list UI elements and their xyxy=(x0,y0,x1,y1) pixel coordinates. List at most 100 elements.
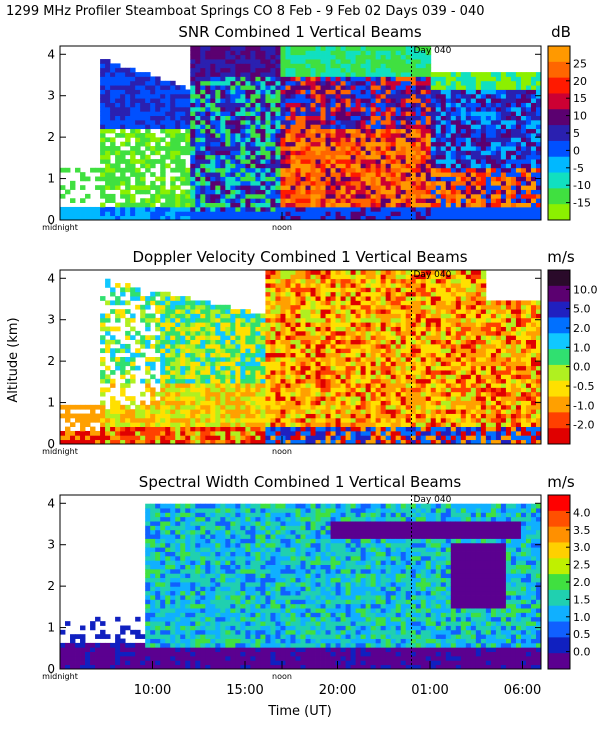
heatmap-cell xyxy=(140,418,145,423)
heatmap-cell xyxy=(376,103,381,108)
heatmap-cell xyxy=(215,207,220,212)
heatmap-cell xyxy=(135,81,140,86)
heatmap-cell xyxy=(371,181,376,186)
heatmap-cell xyxy=(456,181,461,186)
heatmap-cell xyxy=(311,287,316,292)
heatmap-cell xyxy=(230,111,235,116)
heatmap-cell xyxy=(356,150,361,155)
heatmap-cell xyxy=(225,168,230,173)
heatmap-cell xyxy=(466,107,471,112)
heatmap-cell xyxy=(190,207,195,212)
heatmap-cell xyxy=(431,111,436,116)
heatmap-cell xyxy=(501,72,506,77)
heatmap-cell xyxy=(321,431,326,436)
heatmap-cell xyxy=(275,98,280,103)
heatmap-cell xyxy=(275,348,280,353)
heatmap-cell xyxy=(105,159,110,164)
heatmap-cell xyxy=(130,418,135,423)
heatmap-cell xyxy=(240,427,245,432)
heatmap-cell xyxy=(285,76,290,81)
heatmap-cell xyxy=(220,405,225,410)
colorbar-swatch xyxy=(548,109,570,125)
heatmap-cell xyxy=(496,211,501,216)
heatmap-cell xyxy=(120,94,125,99)
heatmap-cell xyxy=(245,348,250,353)
heatmap-cell xyxy=(436,146,441,151)
heatmap-cell xyxy=(311,322,316,327)
heatmap-cell xyxy=(311,431,316,436)
heatmap-cell xyxy=(316,383,321,388)
heatmap-cell xyxy=(205,374,210,379)
heatmap-cell xyxy=(426,63,431,68)
heatmap-cell xyxy=(175,305,180,310)
heatmap-cell xyxy=(381,98,386,103)
heatmap-cell xyxy=(165,379,170,384)
heatmap-cell xyxy=(270,129,275,134)
heatmap-cell xyxy=(295,300,300,305)
heatmap-cell xyxy=(230,379,235,384)
heatmap-cell xyxy=(205,401,210,406)
heatmap-cell xyxy=(506,90,511,95)
heatmap-cell xyxy=(200,177,205,182)
heatmap-cell xyxy=(481,116,486,121)
heatmap-cell xyxy=(275,103,280,108)
heatmap-cell xyxy=(341,340,346,345)
heatmap-cell xyxy=(200,340,205,345)
heatmap-cell xyxy=(165,387,170,392)
heatmap-cell xyxy=(431,81,436,86)
heatmap-cell xyxy=(446,142,451,147)
heatmap-cell xyxy=(265,318,270,323)
heatmap-cell xyxy=(396,94,401,99)
heatmap-cell xyxy=(160,340,165,345)
heatmap-cell xyxy=(285,155,290,160)
heatmap-cell xyxy=(361,137,366,142)
heatmap-cell xyxy=(336,427,341,432)
heatmap-cell xyxy=(516,142,521,147)
heatmap-cell xyxy=(471,155,476,160)
heatmap-cell xyxy=(456,85,461,90)
heatmap-cell xyxy=(195,155,200,160)
heatmap-cell xyxy=(336,203,341,208)
heatmap-cell xyxy=(306,111,311,116)
heatmap-cell xyxy=(200,98,205,103)
heatmap-cell xyxy=(316,120,321,125)
heatmap-cell xyxy=(135,203,140,208)
heatmap-cell xyxy=(371,120,376,125)
heatmap-cell xyxy=(506,185,511,190)
heatmap-cell xyxy=(230,124,235,129)
heatmap-cell xyxy=(210,90,215,95)
heatmap-cell xyxy=(125,190,130,195)
heatmap-cell xyxy=(481,133,486,138)
heatmap-cell xyxy=(260,98,265,103)
heatmap-cell xyxy=(175,418,180,423)
heatmap-cell xyxy=(471,194,476,199)
heatmap-cell xyxy=(240,63,245,68)
heatmap-cell xyxy=(160,305,165,310)
heatmap-cell xyxy=(511,155,516,160)
heatmap-cell xyxy=(416,159,421,164)
heatmap-cell xyxy=(285,335,290,340)
heatmap-cell xyxy=(255,85,260,90)
heatmap-cell xyxy=(270,94,275,99)
heatmap-cell xyxy=(290,150,295,155)
heatmap-cell xyxy=(326,396,331,401)
heatmap-cell xyxy=(275,146,280,151)
heatmap-cell xyxy=(200,181,205,186)
heatmap-cell xyxy=(215,318,220,323)
heatmap-cell xyxy=(290,366,295,371)
heatmap-cell xyxy=(331,292,336,297)
heatmap-cell xyxy=(135,94,140,99)
heatmap-cell xyxy=(140,314,145,319)
heatmap-cell xyxy=(215,94,220,99)
heatmap-cell xyxy=(346,124,351,129)
heatmap-cell xyxy=(321,163,326,168)
heatmap-cell xyxy=(135,142,140,147)
heatmap-cell xyxy=(346,103,351,108)
heatmap-cell xyxy=(100,401,105,406)
heatmap-cell xyxy=(301,137,306,142)
heatmap-cell xyxy=(240,133,245,138)
heatmap-cell xyxy=(160,431,165,436)
heatmap-cell xyxy=(331,379,336,384)
heatmap-cell xyxy=(506,168,511,173)
heatmap-cell xyxy=(175,335,180,340)
